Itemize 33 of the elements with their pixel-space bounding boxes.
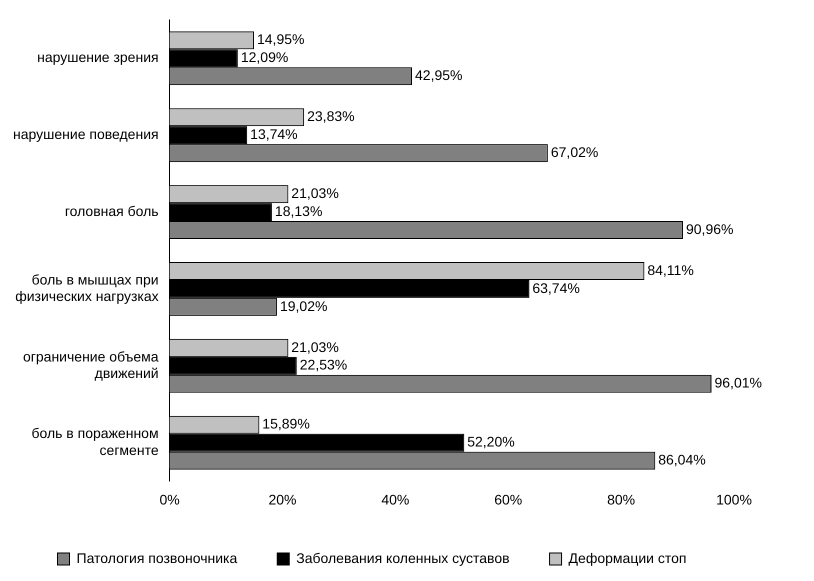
x-tick-label: 20% xyxy=(268,491,296,508)
data-label: 19,02% xyxy=(280,298,328,314)
data-label: 90,96% xyxy=(686,220,734,237)
data-label: 86,04% xyxy=(658,452,706,468)
legend-label: Деформации стоп xyxy=(568,550,687,566)
data-label: 84,11% xyxy=(647,262,694,278)
data-label: 52,20% xyxy=(467,434,515,450)
x-tick-label: 40% xyxy=(381,491,410,508)
data-label: 67,02% xyxy=(550,144,598,160)
data-label: 42,95% xyxy=(415,67,462,84)
data-label: 13,74% xyxy=(250,126,298,142)
legend-label: Патология позвоночника xyxy=(76,550,238,566)
y-tick-label: нарушение зрения xyxy=(37,49,159,66)
y-tick-label: нарушение поведения xyxy=(12,126,159,142)
x-tick-label: 0% xyxy=(159,491,180,508)
x-tick-label: 60% xyxy=(494,491,522,508)
y-tick-label: ограничение объема движений xyxy=(22,348,159,382)
y-tick-label: боль в пораженном сегменте xyxy=(31,425,159,458)
data-label: 22,53% xyxy=(300,356,348,373)
data-label: 96,01% xyxy=(714,374,762,391)
data-label: 21,03% xyxy=(291,184,339,201)
legend-label: Заболевания коленных суставов xyxy=(296,550,510,566)
y-tick-label: головная боль xyxy=(64,202,159,219)
data-label: 14,95% xyxy=(256,31,304,48)
y-tick-label: боль в мышцах при физических нагрузках xyxy=(15,271,159,304)
data-label: 21,03% xyxy=(291,338,339,355)
data-label: 63,74% xyxy=(532,280,580,296)
data-label: 23,83% xyxy=(307,108,355,124)
x-tick-label: 100% xyxy=(716,491,752,508)
data-label: 18,13% xyxy=(274,202,322,219)
data-label: 12,09% xyxy=(240,49,288,66)
x-tick-label: 80% xyxy=(607,491,636,508)
data-label: 15,89% xyxy=(262,416,310,432)
